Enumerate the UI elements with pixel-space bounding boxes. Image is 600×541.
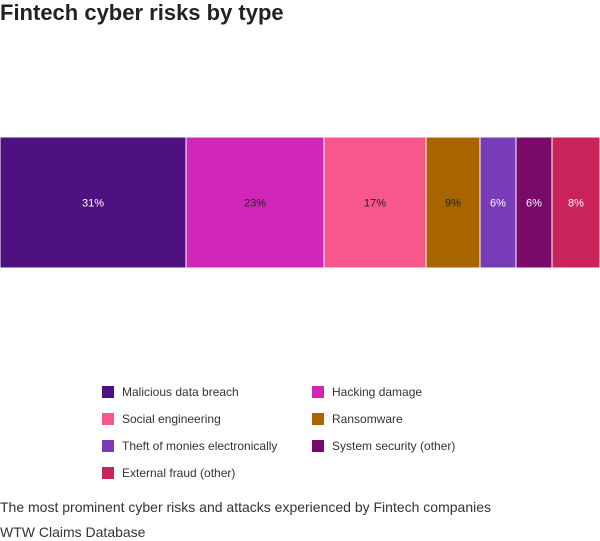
legend-swatch: [312, 413, 324, 425]
data-label-hacking-damage: 23%: [244, 198, 266, 210]
data-label-social-engineering: 17%: [364, 198, 386, 210]
legend-swatch: [102, 413, 114, 425]
legend-item-malicious-data-breach: Malicious data breach: [102, 384, 239, 400]
legend-item-theft-of-monies-electronically: Theft of monies electronically: [102, 438, 277, 454]
legend-label: System security (other): [332, 439, 456, 453]
legend-item-external-fraud-other: External fraud (other): [102, 465, 235, 481]
bar-segment-malicious-data-breach: [0, 136, 187, 269]
legend-swatch: [312, 386, 324, 398]
bar-segment-external-fraud-other: [551, 136, 600, 269]
legend-label: Ransomware: [332, 412, 403, 426]
stacked-bar-chart: 31% 23% 17% 9% 6% 6% 8%: [0, 136, 600, 269]
legend-item-system-security-other: System security (other): [312, 438, 455, 454]
legend-label: Social engineering: [122, 412, 221, 426]
bar-segment-social-engineering: [323, 136, 427, 269]
data-label-theft-of-monies-electronically: 6%: [490, 198, 506, 210]
chart-title: Fintech cyber risks by type: [0, 0, 284, 25]
bar-segment-hacking-damage: [185, 136, 325, 269]
bar-segment-theft-of-monies-electronically: [479, 136, 517, 269]
data-label-system-security-other: 6%: [526, 198, 542, 210]
chart-subtitle: The most prominent cyber risks and attac…: [0, 499, 492, 515]
chart-source: WTW Claims Database: [0, 524, 146, 540]
bar-segment-system-security-other: [515, 136, 553, 269]
legend-item-hacking-damage: Hacking damage: [312, 384, 422, 400]
legend-swatch: [102, 440, 114, 452]
legend-swatch: [312, 440, 324, 452]
legend-swatch: [102, 467, 114, 479]
legend-label: Theft of monies electronically: [122, 439, 278, 453]
bar-segment-ransomware: [425, 136, 481, 269]
data-label-malicious-data-breach: 31%: [82, 198, 104, 210]
data-label-ransomware: 9%: [445, 198, 461, 210]
legend-label: Malicious data breach: [122, 385, 239, 399]
legend-label: External fraud (other): [122, 466, 236, 480]
data-label-external-fraud-other: 8%: [568, 198, 584, 210]
legend-item-ransomware: Ransomware: [312, 411, 403, 427]
legend-item-social-engineering: Social engineering: [102, 411, 221, 427]
legend-label: Hacking damage: [332, 385, 423, 399]
legend-swatch: [102, 386, 114, 398]
